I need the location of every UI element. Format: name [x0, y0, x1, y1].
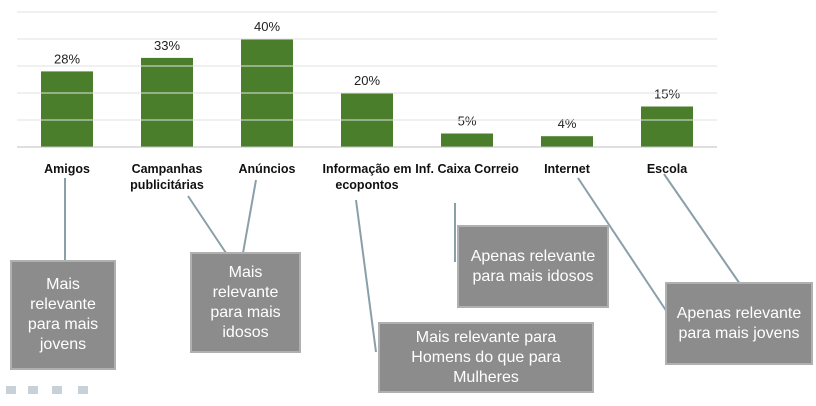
nav-icons: [6, 386, 88, 394]
x-tick-label: Amigos: [44, 162, 90, 176]
x-tick-label: Escola: [646, 162, 688, 176]
value-label: 33%: [154, 38, 180, 53]
bar: [41, 71, 93, 147]
connectors: [64, 173, 741, 353]
x-tick-label: Anúncios: [238, 162, 296, 176]
connector: [663, 173, 741, 285]
bar: [141, 57, 193, 147]
bar: [441, 133, 493, 147]
value-label: 28%: [54, 51, 80, 66]
bar: [541, 136, 593, 147]
x-tick-label: Informação em ecopontos: [322, 162, 412, 192]
value-label: 15%: [654, 87, 680, 102]
bar: [641, 106, 693, 147]
x-tick-label: Internet: [544, 162, 590, 176]
value-label: 40%: [254, 19, 280, 34]
nav-icon: [78, 386, 88, 394]
annotation: Mais relevante para mais jovens: [10, 260, 116, 370]
x-tick-label: Campanhas publicitárias: [130, 162, 204, 192]
value-label: 5%: [458, 114, 477, 129]
value-label: 20%: [354, 73, 380, 88]
annotation: Mais relevante para Homens do que para M…: [378, 322, 594, 393]
nav-icon: [28, 386, 38, 394]
nav-icon: [52, 386, 62, 394]
nav-icon: [6, 386, 16, 394]
annotation: Apenas relevante para mais idosos: [457, 225, 609, 308]
connector: [187, 195, 227, 254]
connector: [577, 177, 668, 313]
value-label: 4%: [558, 116, 577, 131]
annotation: Mais relevante para mais idosos: [190, 252, 301, 353]
x-tick-label: Inf. Caixa Correio: [415, 162, 519, 176]
connector: [355, 199, 377, 353]
connector: [242, 179, 257, 254]
annotation: Apenas relevante para mais jovens: [665, 282, 813, 365]
